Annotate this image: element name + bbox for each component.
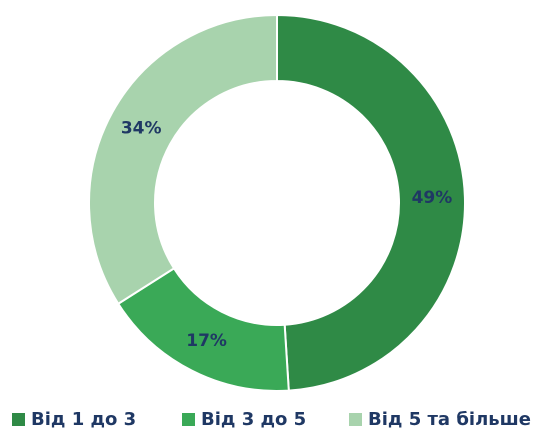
legend-label: Від 5 та більше <box>368 409 531 430</box>
legend-swatch <box>12 413 25 426</box>
legend-swatch <box>349 413 362 426</box>
legend-swatch <box>182 413 195 426</box>
legend-label: Від 3 до 5 <box>201 409 306 430</box>
legend-label: Від 1 до 3 <box>31 409 136 430</box>
data-label: 49% <box>412 188 453 208</box>
data-label: 17% <box>186 331 227 351</box>
donut-slice <box>276 13 466 392</box>
donut-slice <box>88 13 278 306</box>
data-label: 34% <box>121 118 162 138</box>
